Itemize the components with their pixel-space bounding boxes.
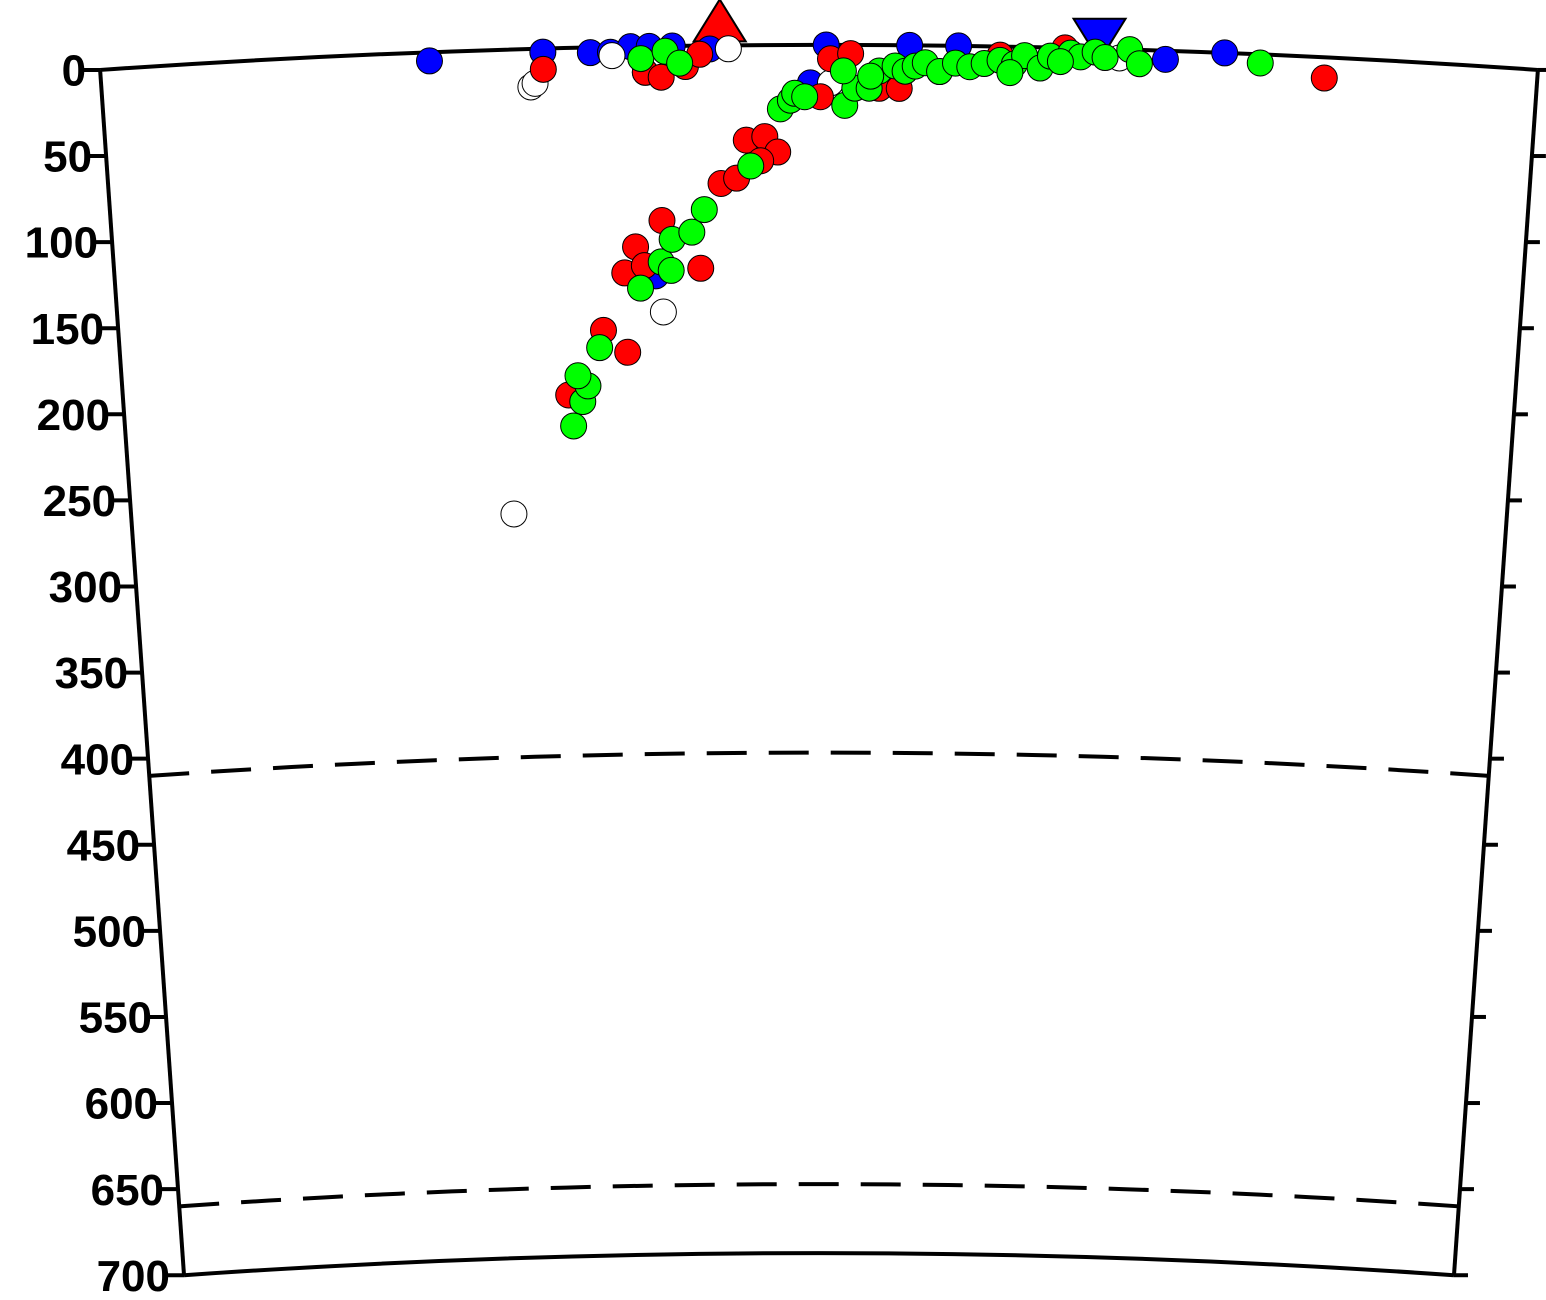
event-point xyxy=(657,256,685,284)
y-tick-label: 400 xyxy=(61,735,134,784)
event-point xyxy=(564,362,592,390)
y-tick-label: 0 xyxy=(62,47,86,96)
event-point xyxy=(829,57,857,85)
y-tick-label: 50 xyxy=(43,133,92,182)
event-point xyxy=(598,42,626,70)
event-point xyxy=(415,47,443,75)
y-tick-label: 300 xyxy=(49,563,122,612)
y-tick-label: 550 xyxy=(79,994,152,1043)
event-point xyxy=(1310,64,1338,92)
reference-line xyxy=(179,1182,1459,1209)
y-tick-label: 500 xyxy=(73,907,146,956)
y-tick-label: 350 xyxy=(55,649,128,698)
reference-line xyxy=(149,750,1489,778)
event-point xyxy=(627,45,655,73)
y-tick-label: 150 xyxy=(31,305,104,354)
event-point xyxy=(1125,50,1153,78)
y-tick-label: 450 xyxy=(67,821,140,870)
event-point xyxy=(649,298,677,326)
y-tick-label: 250 xyxy=(43,477,116,526)
event-point xyxy=(678,218,706,246)
frame-bottom xyxy=(183,1251,1455,1278)
event-point xyxy=(687,254,715,282)
event-point xyxy=(647,63,675,91)
event-point xyxy=(690,196,718,224)
station-marker xyxy=(691,0,748,43)
event-point xyxy=(1151,45,1179,73)
event-point xyxy=(627,274,655,302)
event-point xyxy=(560,412,588,440)
y-tick-label: 700 xyxy=(97,1252,170,1300)
frame-left xyxy=(98,69,187,1276)
event-point xyxy=(529,55,557,83)
event-point xyxy=(614,338,642,366)
y-tick-label: 600 xyxy=(85,1080,158,1129)
event-point xyxy=(1046,48,1074,76)
y-tick-label: 100 xyxy=(25,219,98,268)
event-point xyxy=(791,83,819,111)
y-tick-label: 200 xyxy=(37,391,110,440)
event-point xyxy=(737,152,765,180)
event-point xyxy=(1211,39,1239,67)
event-point xyxy=(666,49,694,77)
event-point xyxy=(500,500,528,528)
event-point xyxy=(857,62,885,90)
event-point xyxy=(996,59,1024,87)
event-point xyxy=(1246,49,1274,77)
event-point xyxy=(714,35,742,63)
y-tick-label: 650 xyxy=(91,1166,164,1215)
event-point xyxy=(1091,44,1119,72)
event-point xyxy=(586,334,614,362)
